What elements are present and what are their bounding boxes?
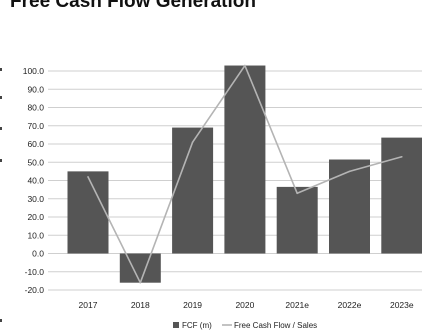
cropped-tick-mark (0, 319, 2, 322)
line-point-2018 (139, 281, 142, 284)
y-tick-label: 30.0 (27, 194, 44, 204)
y-tick-label: -20.0 (25, 285, 45, 295)
x-tick-label: 2023e (390, 300, 414, 310)
legend: FCF (m) Free Cash Flow / Sales (173, 321, 317, 330)
y-tick-label: 90.0 (27, 84, 44, 94)
bar-2023e (381, 137, 422, 254)
y-tick-label: 0.0 (32, 249, 44, 259)
y-axis-ticks: 100.0 90.0 80.0 70.0 60.0 50.0 40.0 30.0 20.0 10.… (23, 66, 45, 295)
cropped-tick-mark (0, 68, 2, 71)
y-tick-label: 100.0 (23, 66, 45, 76)
line-point-2023e (401, 155, 403, 158)
fcf-sales-line (87, 64, 403, 284)
bar-2020 (224, 65, 266, 254)
line-point-2017 (87, 176, 89, 178)
fcf-bars (67, 65, 422, 283)
y-tick-label: 60.0 (27, 139, 44, 149)
legend-label-line: Free Cash Flow / Sales (234, 321, 317, 330)
line-point-2021e (296, 192, 299, 195)
bar-2018 (119, 253, 161, 283)
y-tick-label: 20.0 (27, 212, 44, 222)
legend-label-bar: FCF (m) (182, 321, 212, 330)
cropped-tick-mark (0, 127, 2, 130)
y-tick-label: 70.0 (27, 121, 44, 131)
chart-title: Free Cash Flow Generation (10, 0, 256, 12)
x-tick-label: 2022e (338, 300, 362, 310)
line-point-2022e (348, 170, 351, 173)
line-point-2019 (191, 141, 194, 143)
y-tick-label: 80.0 (27, 103, 44, 113)
bar-2017 (67, 171, 109, 254)
cropped-tick-mark (0, 96, 2, 99)
y-tick-label: -10.0 (25, 267, 45, 277)
y-tick-label: 50.0 (27, 157, 44, 167)
x-tick-label: 2019 (183, 300, 202, 310)
x-axis-ticks: 2017 2018 2019 2020 2021e 2022e 2023e (79, 300, 414, 310)
bar-2021e (276, 186, 318, 254)
bar-2019 (172, 127, 214, 254)
x-tick-label: 2021e (285, 300, 309, 310)
x-tick-label: 2017 (79, 300, 98, 310)
right-axis-cropped-marks (0, 68, 2, 322)
y-tick-label: 40.0 (27, 176, 44, 186)
x-tick-label: 2020 (235, 300, 254, 310)
x-tick-label: 2018 (131, 300, 150, 310)
bar-2022e (329, 159, 370, 254)
y-tick-label: 10.0 (27, 230, 44, 240)
legend-swatch-bar (173, 322, 179, 328)
line-point-2020 (244, 64, 246, 67)
cropped-tick-mark (0, 159, 2, 162)
